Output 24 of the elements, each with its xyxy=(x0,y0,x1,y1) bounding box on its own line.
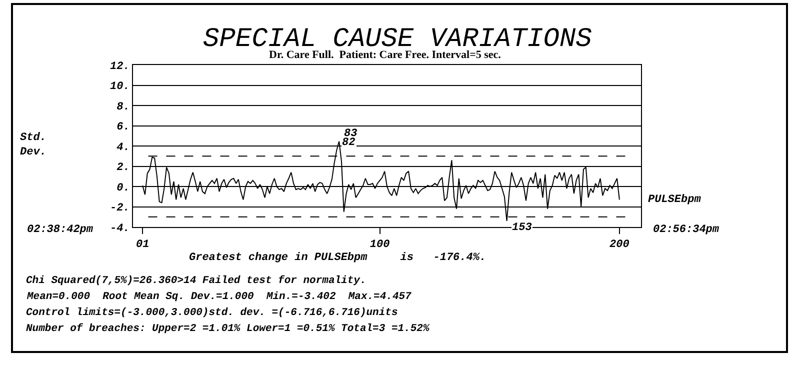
y-tick-label: -2. xyxy=(110,202,130,215)
text: Number of breaches: Upper=2 =1.01% Lower=1 =0.51% Total=3 =1.52% xyxy=(26,323,430,335)
text: Std. Dev. xyxy=(20,132,46,158)
annotation: 82 xyxy=(342,137,356,149)
text: 02:38:42pm xyxy=(27,224,94,236)
text: Mean=0.000 Root Mean Sq. Dev.=1.000 Min.=-3.402 Max.=4.457 xyxy=(26,291,412,303)
y-tick-label: 10. xyxy=(110,81,130,94)
y-tick-label: 6. xyxy=(116,122,130,134)
y-tick-label: 2. xyxy=(116,162,130,174)
text: Chi Squared(7,5%)=26.360>14 Failed test for normality. xyxy=(26,275,366,287)
chart-subtitle: Dr. Care Full. Patient: Care Free. Interval=5 sec. xyxy=(269,49,502,61)
y-tick-label: 12. xyxy=(110,60,130,73)
x-tick-label: 200 xyxy=(610,239,630,252)
x-axis-title: Greatest change in PULSEbpm is -176.4%. xyxy=(189,252,486,264)
text: 02:56:34pm xyxy=(653,224,720,236)
annotation: 153 xyxy=(512,222,532,234)
y-tick-label: 8. xyxy=(116,101,130,114)
y-tick-label: 0. xyxy=(116,182,130,194)
text: PULSEbpm xyxy=(648,194,702,206)
y-tick-label: 4. xyxy=(116,142,130,154)
text: Control limits=(-3.000,3.000)std. dev. =(-6.716,6.716)units xyxy=(26,307,398,319)
y-tick-label: -4. xyxy=(110,222,130,235)
x-tick-label: 01 xyxy=(136,239,150,252)
x-tick-label: 100 xyxy=(370,239,390,252)
